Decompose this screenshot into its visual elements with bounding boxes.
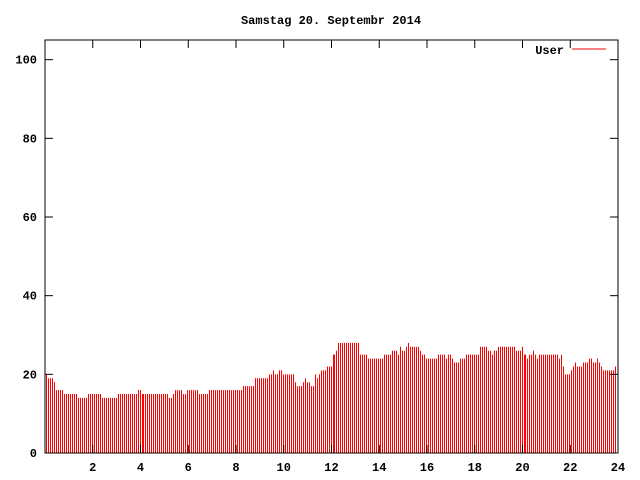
x-tick-label: 18 (468, 461, 482, 475)
x-tick-label: 16 (420, 461, 434, 475)
x-tick-label: 14 (372, 461, 386, 475)
bars (46, 342, 616, 453)
x-tick-label: 20 (515, 461, 529, 475)
x-tick-label: 12 (324, 461, 338, 475)
y-tick-label: 20 (23, 368, 37, 382)
y-tick-label: 0 (30, 447, 37, 461)
x-tick-label: 2 (89, 461, 96, 475)
chart-title: Samstag 20. Septembr 2014 (241, 14, 421, 28)
x-tick-label: 4 (137, 461, 144, 475)
y-tick-label: 40 (23, 290, 37, 304)
legend: User (535, 44, 606, 58)
y-tick-label: 60 (23, 211, 37, 225)
x-tick-label: 24 (611, 461, 625, 475)
x-tick-label: 8 (232, 461, 239, 475)
x-tick-label: 10 (277, 461, 291, 475)
plot-frame (44, 39, 619, 454)
legend-label: User (535, 44, 564, 58)
y-tick-label: 80 (23, 132, 37, 146)
y-tick-label: 100 (15, 54, 37, 68)
x-tick-label: 22 (563, 461, 577, 475)
x-tick-label: 6 (185, 461, 192, 475)
